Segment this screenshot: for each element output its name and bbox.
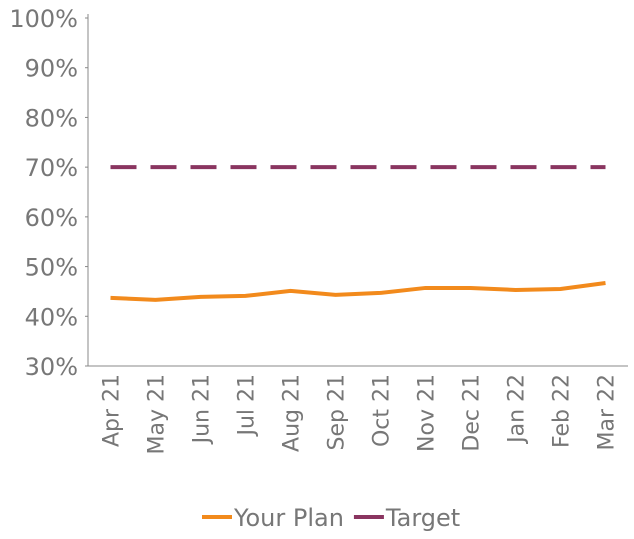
- x-tick-label: Feb 22: [550, 374, 575, 448]
- x-tick-label: Sep 21: [325, 374, 350, 450]
- y-tick-label: 70%: [25, 154, 78, 182]
- x-tick-label: Mar 22: [595, 374, 620, 451]
- x-tick-label: Jul 21: [235, 374, 260, 438]
- x-tick-label: Dec 21: [460, 374, 485, 452]
- x-tick-label: Nov 21: [415, 374, 440, 452]
- legend-label: Your Plan: [233, 504, 344, 532]
- y-tick-label: 50%: [25, 254, 78, 282]
- x-tick-label: May 21: [145, 374, 170, 454]
- y-tick-label: 90%: [25, 55, 78, 83]
- x-tick-label: Jun 21: [190, 374, 215, 445]
- y-tick-label: 30%: [25, 353, 78, 381]
- x-tick-label: Aug 21: [280, 374, 305, 452]
- y-tick-label: 80%: [25, 104, 78, 132]
- y-tick-label: 100%: [9, 5, 78, 33]
- y-tick-label: 60%: [25, 204, 78, 232]
- x-tick-label: Apr 21: [100, 374, 125, 447]
- x-tick-label: Jan 22: [505, 374, 530, 445]
- y-tick-label: 40%: [25, 303, 78, 331]
- legend-label: Target: [385, 504, 460, 532]
- series-line: [110, 280, 606, 302]
- x-tick-label: Oct 21: [370, 374, 395, 447]
